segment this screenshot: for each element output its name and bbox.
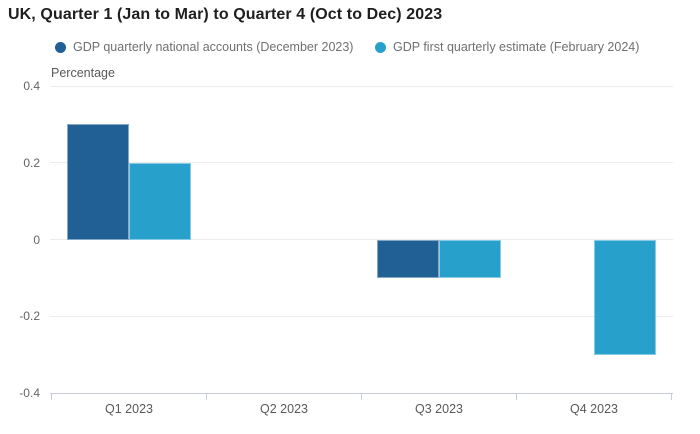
x-category-label: Q4 2023 [570,402,618,416]
y-tick-label: 0 [33,232,40,247]
legend-marker-light-dot-icon [375,41,386,53]
x-axis-tick [361,392,362,400]
x-category-label: Q1 2023 [105,402,153,416]
y-axis-title: Percentage [51,66,115,80]
x-axis-tick [206,392,207,400]
gridline [50,85,673,87]
x-axis-tick [671,392,672,400]
bar-national-accounts-q3-2023[interactable] [377,239,439,278]
legend-label-national-accounts: GDP quarterly national accounts (Decembe… [73,40,354,54]
x-category-label: Q3 2023 [415,402,463,416]
gridline [50,315,673,317]
bar-national-accounts-q1-2023[interactable] [67,124,129,240]
x-axis-tick [51,392,52,400]
bar-first-estimate-q4-2023[interactable] [594,239,656,355]
bar-first-estimate-q1-2023[interactable] [129,162,191,240]
gridline [50,162,673,164]
y-tick-label: -0.2 [19,309,40,324]
gridline [50,239,673,240]
legend-marker-dark-dot-icon [55,41,66,53]
legend-label-first-estimate: GDP first quarterly estimate (February 2… [393,40,640,54]
chart-title: UK, Quarter 1 (Jan to Mar) to Quarter 4 … [8,6,443,23]
y-tick-label: 0.4 [23,79,40,93]
bar-first-estimate-q3-2023[interactable] [439,239,501,278]
y-tick-label: 0.2 [23,155,40,170]
y-tick-label: -0.4 [19,386,40,400]
legend-item-national-accounts[interactable]: GDP quarterly national accounts (Decembe… [55,39,353,55]
legend-item-first-estimate[interactable]: GDP first quarterly estimate (February 2… [375,39,639,55]
x-axis-tick [516,392,517,400]
x-category-label: Q2 2023 [260,402,308,416]
